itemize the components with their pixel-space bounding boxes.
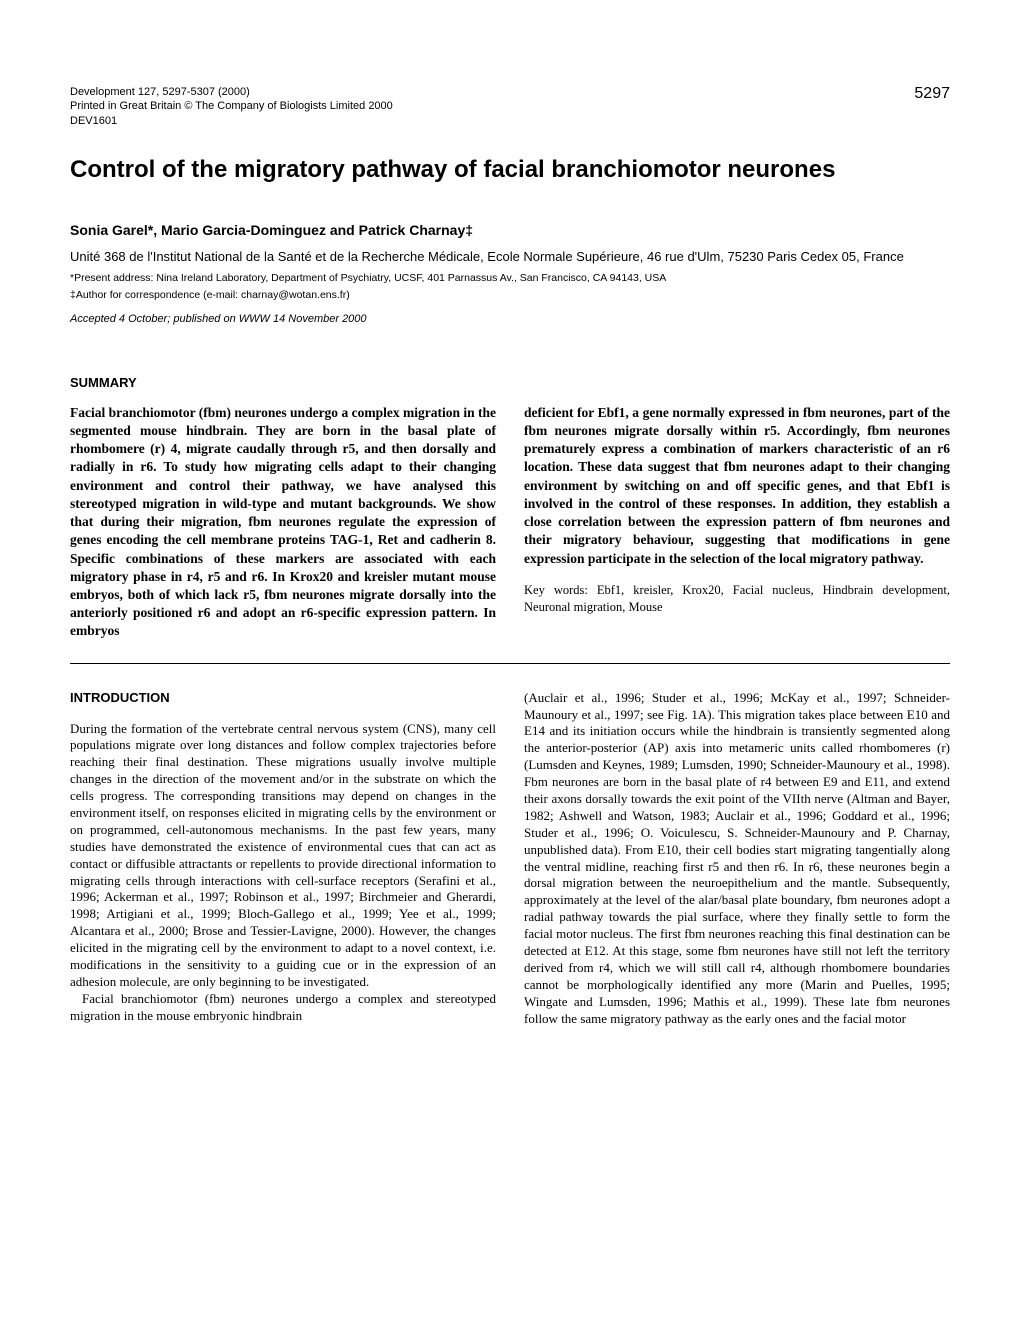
citation-line: Development 127, 5297-5307 (2000) (70, 85, 950, 99)
introduction-section: INTRODUCTION During the formation of the… (70, 690, 950, 1028)
affiliation: Unité 368 de l'Institut National de la S… (70, 248, 950, 266)
article-title: Control of the migratory pathway of faci… (70, 156, 950, 184)
intro-left-p2: Facial branchiomotor (fbm) neurones unde… (70, 991, 496, 1025)
page-number: 5297 (914, 85, 950, 103)
section-divider (70, 663, 950, 664)
printed-line: Printed in Great Britain © The Company o… (70, 99, 950, 113)
intro-left-column: INTRODUCTION During the formation of the… (70, 690, 496, 1028)
summary-section: SUMMARY Facial branchiomotor (fbm) neuro… (70, 375, 950, 641)
summary-columns: Facial branchiomotor (fbm) neurones unde… (70, 404, 950, 641)
accepted-line: Accepted 4 October; published on WWW 14 … (70, 313, 950, 325)
intro-heading: INTRODUCTION (70, 690, 496, 707)
summary-left-column: Facial branchiomotor (fbm) neurones unde… (70, 404, 496, 641)
intro-right-column: (Auclair et al., 1996; Studer et al., 19… (524, 690, 950, 1028)
summary-right-column: deficient for Ebf1, a gene normally expr… (524, 404, 950, 641)
footnote-present-address: *Present address: Nina Ireland Laborator… (70, 271, 950, 286)
summary-right-text: deficient for Ebf1, a gene normally expr… (524, 405, 950, 566)
authors: Sonia Garel*, Mario Garcia-Dominguez and… (70, 222, 950, 238)
intro-right-text: (Auclair et al., 1996; Studer et al., 19… (524, 690, 950, 1028)
keywords: Key words: Ebf1, kreisler, Krox20, Facia… (524, 582, 950, 616)
dev-code: DEV1601 (70, 114, 950, 128)
footnote-correspondence: ‡Author for correspondence (e-mail: char… (70, 288, 950, 303)
header-meta: Development 127, 5297-5307 (2000) Printe… (70, 85, 950, 128)
summary-heading: SUMMARY (70, 375, 950, 390)
intro-left-p1: During the formation of the vertebrate c… (70, 721, 496, 991)
